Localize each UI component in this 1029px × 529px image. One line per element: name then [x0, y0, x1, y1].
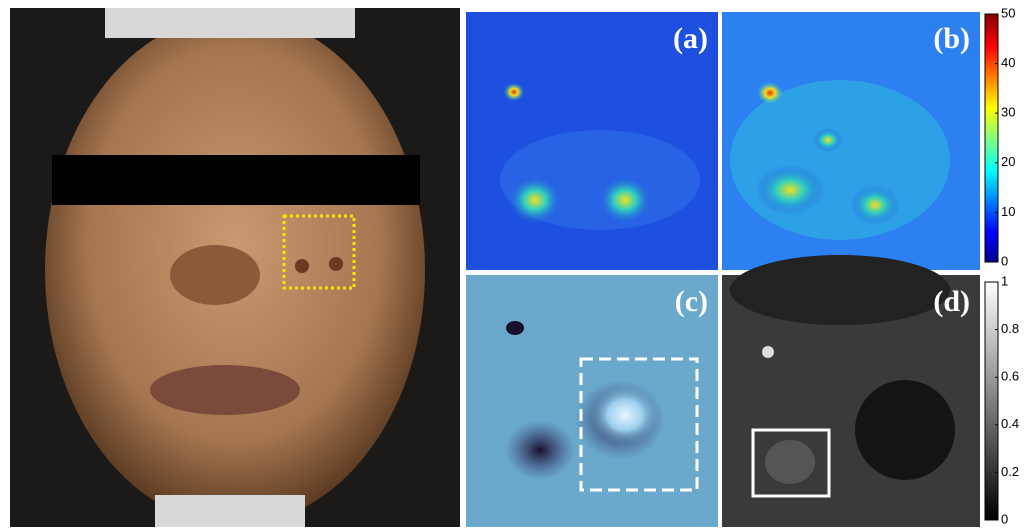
face-photo — [10, 8, 460, 527]
colorbar-tick-label: 0.8 — [1001, 321, 1019, 336]
colorbar-tick-label: 0.2 — [1001, 464, 1019, 479]
colorbar-tick-label: 0.6 — [1001, 369, 1019, 384]
figure: (a) (b) (c) (d) 0 10 20 30 40 50 0 0.2 0.4 0.6 0.8 1 — [0, 0, 1029, 529]
colorbar-tick-label: 0 — [1001, 253, 1008, 268]
colorbar-tick-label: 40 — [1001, 55, 1015, 70]
colorbar-tick-label: 20 — [1001, 154, 1015, 169]
panel-label: (d) — [933, 285, 970, 318]
panel-label: (b) — [933, 22, 970, 55]
panel-label: (a) — [673, 22, 708, 55]
colorbar-tick-label: 50 — [1001, 5, 1015, 20]
colorbar-tick-label: 0.4 — [1001, 416, 1019, 431]
colorbar-tick-label: 1 — [1001, 273, 1008, 288]
colorbar-tick-label: 0 — [1001, 511, 1008, 526]
colorbar-tick-label: 10 — [1001, 204, 1015, 219]
colorbar — [985, 14, 998, 262]
colorbar-tick-label: 30 — [1001, 105, 1015, 120]
panel-label: (c) — [675, 285, 708, 318]
colorbar — [985, 282, 998, 520]
